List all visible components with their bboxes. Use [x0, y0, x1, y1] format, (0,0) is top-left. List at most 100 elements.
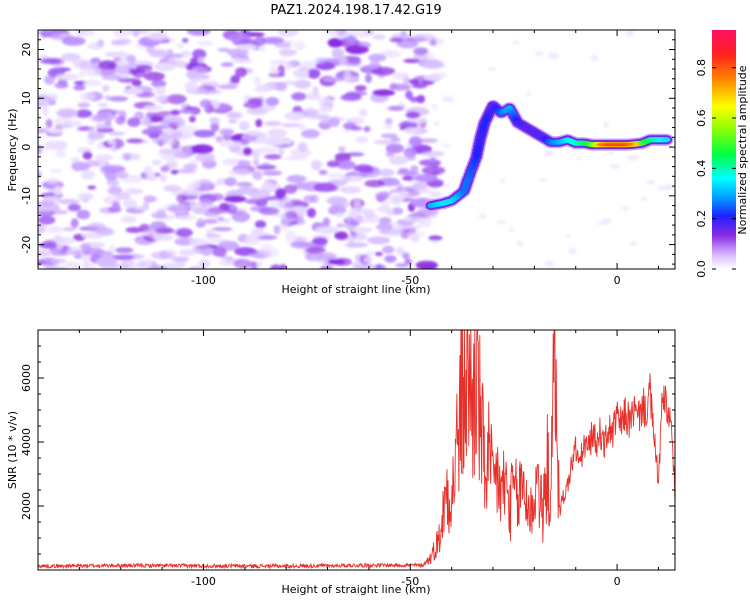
- noise-blob: [372, 167, 381, 177]
- noise-blob: [609, 163, 621, 169]
- noise-blob: [344, 242, 368, 248]
- noise-blob: [275, 81, 287, 92]
- signal-peak: [633, 142, 640, 146]
- noise-blob: [347, 232, 368, 241]
- spectrogram-frame: [37, 29, 676, 270]
- noise-blob: [363, 126, 371, 133]
- noise-blob: [405, 111, 421, 119]
- noise-blob: [338, 146, 346, 153]
- noise-blob: [398, 168, 409, 173]
- noise-blob: [397, 225, 421, 230]
- noise-blob: [568, 247, 577, 255]
- noise-blob: [443, 143, 452, 148]
- noise-blob: [255, 164, 277, 171]
- noise-blob: [116, 68, 130, 74]
- noise-blob: [224, 177, 237, 187]
- noise-blob: [284, 156, 307, 161]
- noise-blob: [318, 106, 333, 113]
- noise-blob: [429, 38, 437, 47]
- noise-blob: [396, 194, 406, 202]
- noise-blob: [151, 212, 167, 219]
- noise-blob: [384, 255, 397, 263]
- noise-blob: [141, 128, 164, 136]
- noise-blob: [115, 247, 134, 254]
- noise-blob: [168, 56, 182, 64]
- noise-blob: [94, 154, 114, 161]
- noise-blob: [318, 120, 332, 130]
- noise-blob: [247, 253, 266, 258]
- noise-blob: [347, 58, 361, 65]
- noise-blob: [279, 221, 289, 231]
- noise-blob: [508, 227, 515, 232]
- snr-frame: [37, 329, 676, 571]
- noise-blob: [125, 227, 143, 233]
- noise-blob: [268, 60, 290, 65]
- noise-blob: [375, 264, 383, 269]
- noise-blob: [545, 260, 555, 267]
- noise-blob: [44, 75, 55, 85]
- noise-blob: [544, 149, 554, 157]
- noise-blob: [346, 35, 357, 45]
- noise-blob: [290, 148, 312, 158]
- noise-blob: [244, 198, 269, 205]
- noise-blob: [77, 102, 90, 108]
- noise-blob: [38, 215, 56, 225]
- noise-blob: [123, 88, 144, 95]
- noise-blob: [329, 117, 340, 127]
- noise-blob: [364, 179, 385, 188]
- noise-blob: [343, 71, 351, 81]
- noise-blob: [38, 144, 43, 155]
- noise-blob: [442, 184, 450, 188]
- noise-blob: [75, 30, 95, 37]
- noise-blob: [406, 231, 426, 238]
- noise-blob: [176, 194, 186, 203]
- noise-blob: [67, 203, 81, 212]
- noise-blob: [107, 112, 114, 120]
- noise-blob: [282, 139, 293, 145]
- noise-blob: [253, 159, 260, 166]
- noise-blob: [198, 259, 211, 268]
- y-tick-label: 4000: [20, 428, 33, 456]
- noise-blob: [104, 51, 126, 58]
- spectrogram-signal-track: [424, 99, 674, 212]
- noise-blob: [328, 258, 345, 265]
- noise-blob: [398, 190, 409, 196]
- noise-blob: [347, 47, 367, 55]
- noise-blob: [159, 174, 167, 183]
- noise-blob: [409, 96, 420, 103]
- noise-blob: [158, 148, 180, 155]
- noise-blob: [83, 79, 102, 87]
- noise-blob: [167, 203, 188, 214]
- noise-blob: [336, 160, 356, 170]
- noise-blob: [147, 227, 155, 234]
- noise-blob: [431, 239, 441, 244]
- noise-blob: [566, 234, 571, 239]
- noise-blob: [315, 226, 340, 234]
- noise-blob: [410, 165, 419, 172]
- noise-blob: [355, 136, 368, 143]
- noise-blob: [49, 168, 63, 174]
- noise-blob: [389, 37, 403, 43]
- noise-blob: [395, 246, 405, 256]
- x-tick-label: 0: [614, 575, 621, 588]
- noise-blob: [38, 30, 63, 38]
- noise-blob: [364, 251, 376, 256]
- noise-blob: [154, 62, 176, 71]
- noise-blob: [309, 160, 324, 169]
- noise-blob: [646, 180, 656, 186]
- colorbar-ticks: 0.0 0.2 0.4 0.6 0.8: [695, 59, 736, 278]
- noise-blob: [406, 117, 429, 124]
- noise-blob: [388, 105, 405, 111]
- noise-blob: [269, 200, 286, 209]
- noise-blob: [62, 227, 77, 232]
- noise-blob: [253, 87, 273, 93]
- noise-blob: [215, 135, 223, 143]
- noise-blob: [88, 125, 96, 136]
- noise-blob: [274, 42, 292, 49]
- noise-blob: [191, 66, 207, 76]
- noise-blob: [107, 139, 116, 146]
- y-tick-label: 2000: [20, 492, 33, 520]
- noise-blob: [403, 58, 421, 64]
- noise-blob: [40, 199, 55, 208]
- noise-blob: [252, 170, 263, 181]
